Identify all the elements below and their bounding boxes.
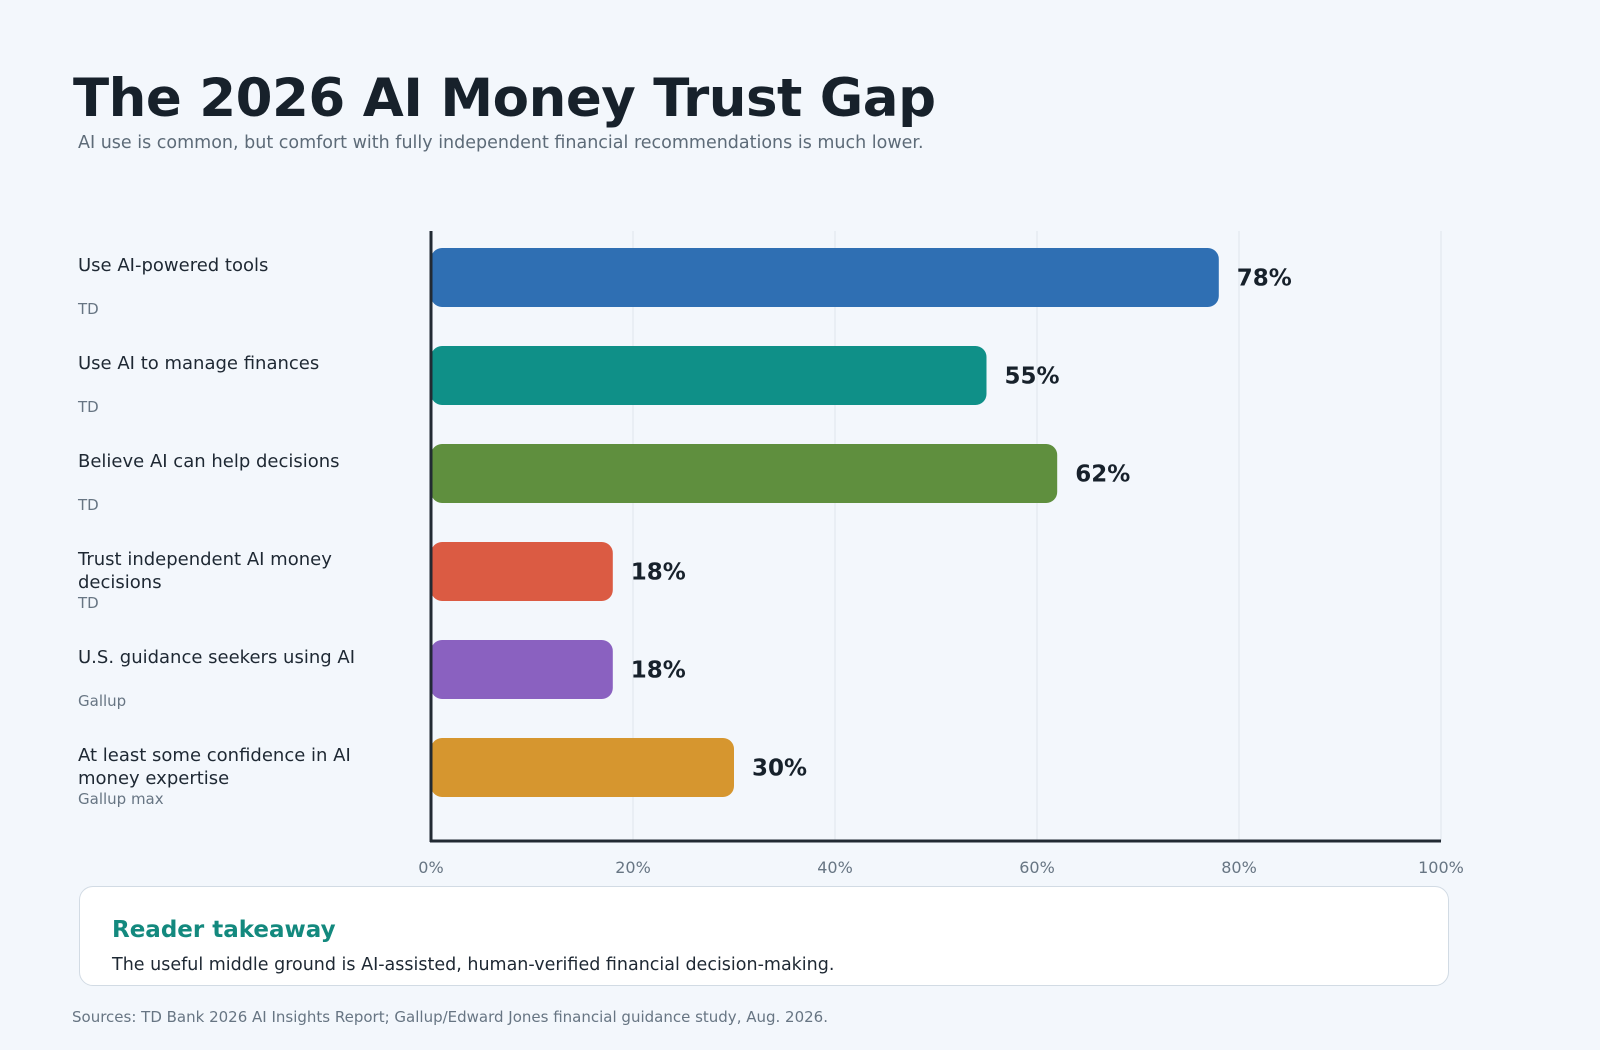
category-source: TD bbox=[78, 594, 99, 612]
bar bbox=[431, 640, 613, 699]
category-source: Gallup bbox=[78, 692, 127, 710]
bar bbox=[431, 738, 734, 797]
bar bbox=[431, 542, 613, 601]
bar-value-label: 78% bbox=[1237, 266, 1292, 292]
bar bbox=[431, 444, 1058, 503]
takeaway-card: Reader takeaway The useful middle ground… bbox=[79, 886, 1449, 986]
bar-value-label: 18% bbox=[631, 560, 686, 586]
category-label: U.S. guidance seekers using AI bbox=[78, 647, 356, 668]
bar bbox=[431, 346, 987, 405]
category-label: Believe AI can help decisions bbox=[78, 451, 340, 472]
bar-value-label: 55% bbox=[1005, 364, 1060, 390]
bar-chart: 78% 55% 62% 18% 18% 30% 0% 20% 40% 60% 80% 100% bbox=[418, 231, 1464, 877]
bar-value-label: 62% bbox=[1075, 462, 1130, 488]
takeaway-text: The useful middle ground is AI-assisted,… bbox=[112, 955, 835, 975]
category-label: Use AI to manage finances bbox=[78, 353, 320, 374]
sources-note: Sources: TD Bank 2026 AI Insights Report… bbox=[72, 1008, 828, 1026]
x-tick-label: 100% bbox=[1418, 858, 1464, 877]
chart-title: The 2026 AI Money Trust Gap bbox=[73, 68, 936, 129]
bar-value-label: 18% bbox=[631, 658, 686, 684]
category-label: At least some confidence in AI money exp… bbox=[78, 745, 351, 789]
chart-subtitle: AI use is common, but comfort with fully… bbox=[78, 133, 924, 153]
category-source: TD bbox=[78, 398, 99, 416]
x-tick-label: 80% bbox=[1221, 858, 1257, 877]
x-tick-label: 40% bbox=[817, 858, 853, 877]
category-source: Gallup max bbox=[78, 790, 164, 808]
category-label: Use AI-powered tools bbox=[78, 255, 269, 276]
category-source: TD bbox=[78, 300, 99, 318]
x-tick-label: 60% bbox=[1019, 858, 1055, 877]
x-tick-label: 20% bbox=[615, 858, 651, 877]
takeaway-title: Reader takeaway bbox=[112, 917, 336, 943]
category-source: TD bbox=[78, 496, 99, 514]
bar bbox=[431, 248, 1219, 307]
category-label: Trust independent AI money decisions bbox=[78, 549, 332, 593]
x-tick-label: 0% bbox=[418, 858, 443, 877]
bar-value-label: 30% bbox=[752, 756, 807, 782]
